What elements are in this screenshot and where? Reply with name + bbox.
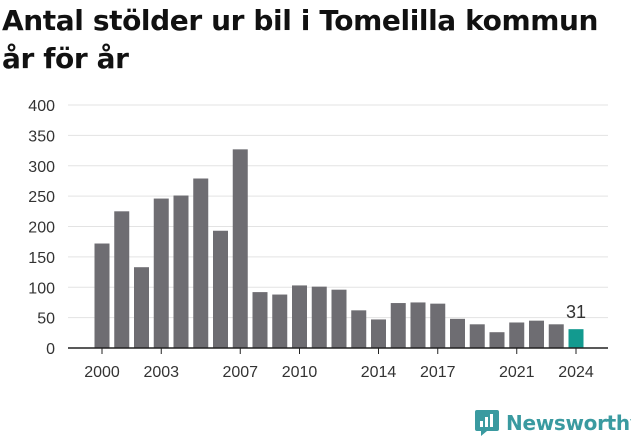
chart-title-line-1: Antal stölder ur bil i Tomelilla kommun	[2, 4, 599, 37]
bar-2013	[351, 310, 367, 348]
bar-2023	[548, 324, 564, 348]
x-tick-label: 2000	[84, 364, 120, 381]
bar-chart: 0 50 100 150 200 250 300 350 400 31 2000 2003 2007 20…	[28, 98, 608, 381]
bar-2022	[529, 320, 544, 348]
x-tick-label: 2007	[222, 364, 258, 381]
bar-2020	[489, 332, 505, 348]
x-tick-label: 2024	[558, 364, 594, 381]
x-tick-label: 2021	[499, 364, 535, 381]
data-label: 31	[566, 302, 586, 322]
bar-2019	[469, 324, 485, 348]
bar-2024	[568, 329, 584, 348]
bar-2018	[450, 318, 465, 348]
bar-2016	[410, 302, 426, 348]
bar-2000	[94, 243, 110, 348]
y-tick-label: 350	[28, 128, 55, 145]
newsworthy-brand-name: Newsworthy	[506, 411, 631, 435]
bar-2021	[509, 322, 525, 348]
x-tick-label: 2003	[143, 364, 179, 381]
bar-2012	[331, 289, 347, 348]
y-tick-label: 100	[28, 280, 55, 297]
chart-title-line-2: år för år	[2, 42, 129, 75]
bar-2001	[114, 211, 130, 348]
bar-2003	[153, 198, 169, 348]
bar-2005	[193, 178, 209, 348]
bar-2002	[134, 267, 149, 348]
y-tick-label: 250	[28, 189, 55, 206]
y-tick-label: 200	[28, 220, 55, 237]
bar-2009	[272, 294, 288, 348]
bar-2017	[430, 303, 446, 348]
bar-2007	[232, 149, 248, 348]
bar-2006	[213, 230, 228, 348]
y-tick-label: 0	[46, 341, 55, 358]
chart-title: Antal stölder ur bil i Tomelilla kommun …	[2, 2, 627, 78]
x-tick-label: 2017	[420, 364, 456, 381]
bar-2011	[311, 286, 327, 348]
y-tick-label: 300	[28, 159, 55, 176]
x-tick-label: 2010	[282, 364, 318, 381]
y-tick-label: 50	[37, 311, 55, 328]
bar-2015	[390, 303, 406, 348]
x-tick-label: 2014	[361, 364, 397, 381]
bar-2004	[173, 195, 189, 348]
bar-2008	[252, 292, 268, 348]
newsworthy-logo-icon	[475, 410, 499, 436]
y-tick-label: 400	[28, 98, 55, 115]
newsworthy-brand: Newsworthy	[474, 407, 631, 439]
y-tick-label: 150	[28, 250, 55, 267]
bar-2014	[371, 319, 386, 348]
bar-2010	[292, 285, 307, 348]
